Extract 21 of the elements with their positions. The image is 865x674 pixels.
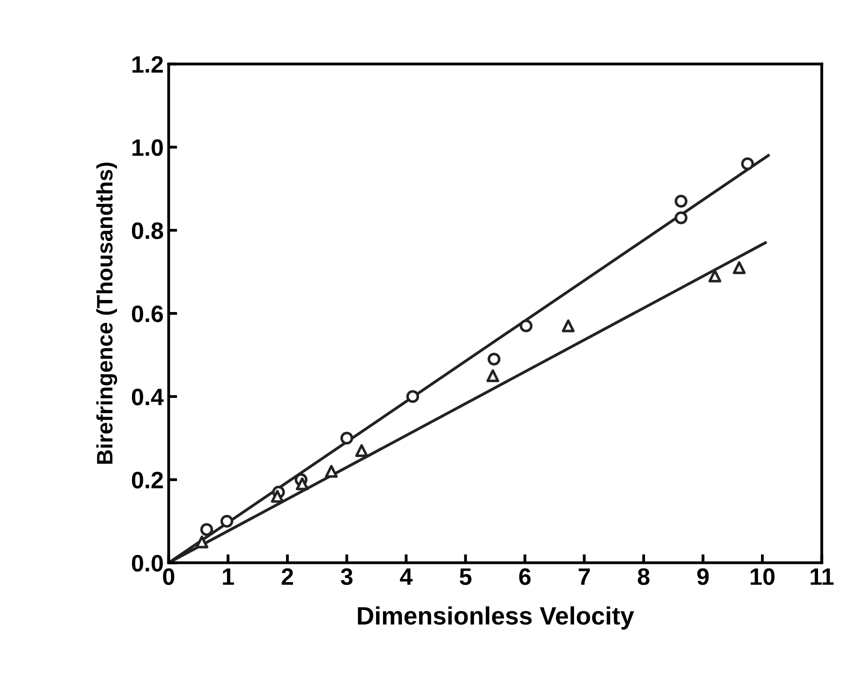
x-tick-label: 6 bbox=[519, 568, 531, 585]
x-tick-label: 10 bbox=[750, 568, 775, 585]
x-tick-label: 5 bbox=[460, 568, 472, 585]
y-tick-label: 0.2 bbox=[132, 472, 163, 488]
x-tick-label: 9 bbox=[697, 568, 709, 585]
y-tick-label: 0.6 bbox=[132, 305, 163, 322]
x-tick-label: 7 bbox=[578, 568, 590, 585]
x-tick-label: 11 bbox=[810, 568, 834, 585]
x-tick-label: 4 bbox=[400, 568, 413, 585]
y-tick-label: 1.0 bbox=[132, 139, 163, 156]
y-tick-label: 0.8 bbox=[132, 222, 164, 240]
y-tick-label: 0.0 bbox=[132, 554, 163, 572]
y-axis-title: Birefringence (Thousandths) bbox=[96, 162, 118, 464]
x-tick-label: 8 bbox=[638, 568, 650, 585]
x-axis-title: Dimensionless Velocity bbox=[358, 606, 634, 630]
y-tick-label: 1.2 bbox=[132, 56, 163, 73]
x-tick-label: 2 bbox=[282, 568, 294, 585]
x-tick-label: 3 bbox=[340, 568, 352, 586]
y-tick-label: 0.4 bbox=[132, 388, 164, 406]
x-tick-label: 0 bbox=[163, 568, 174, 585]
x-tick-label: 1 bbox=[222, 568, 234, 585]
